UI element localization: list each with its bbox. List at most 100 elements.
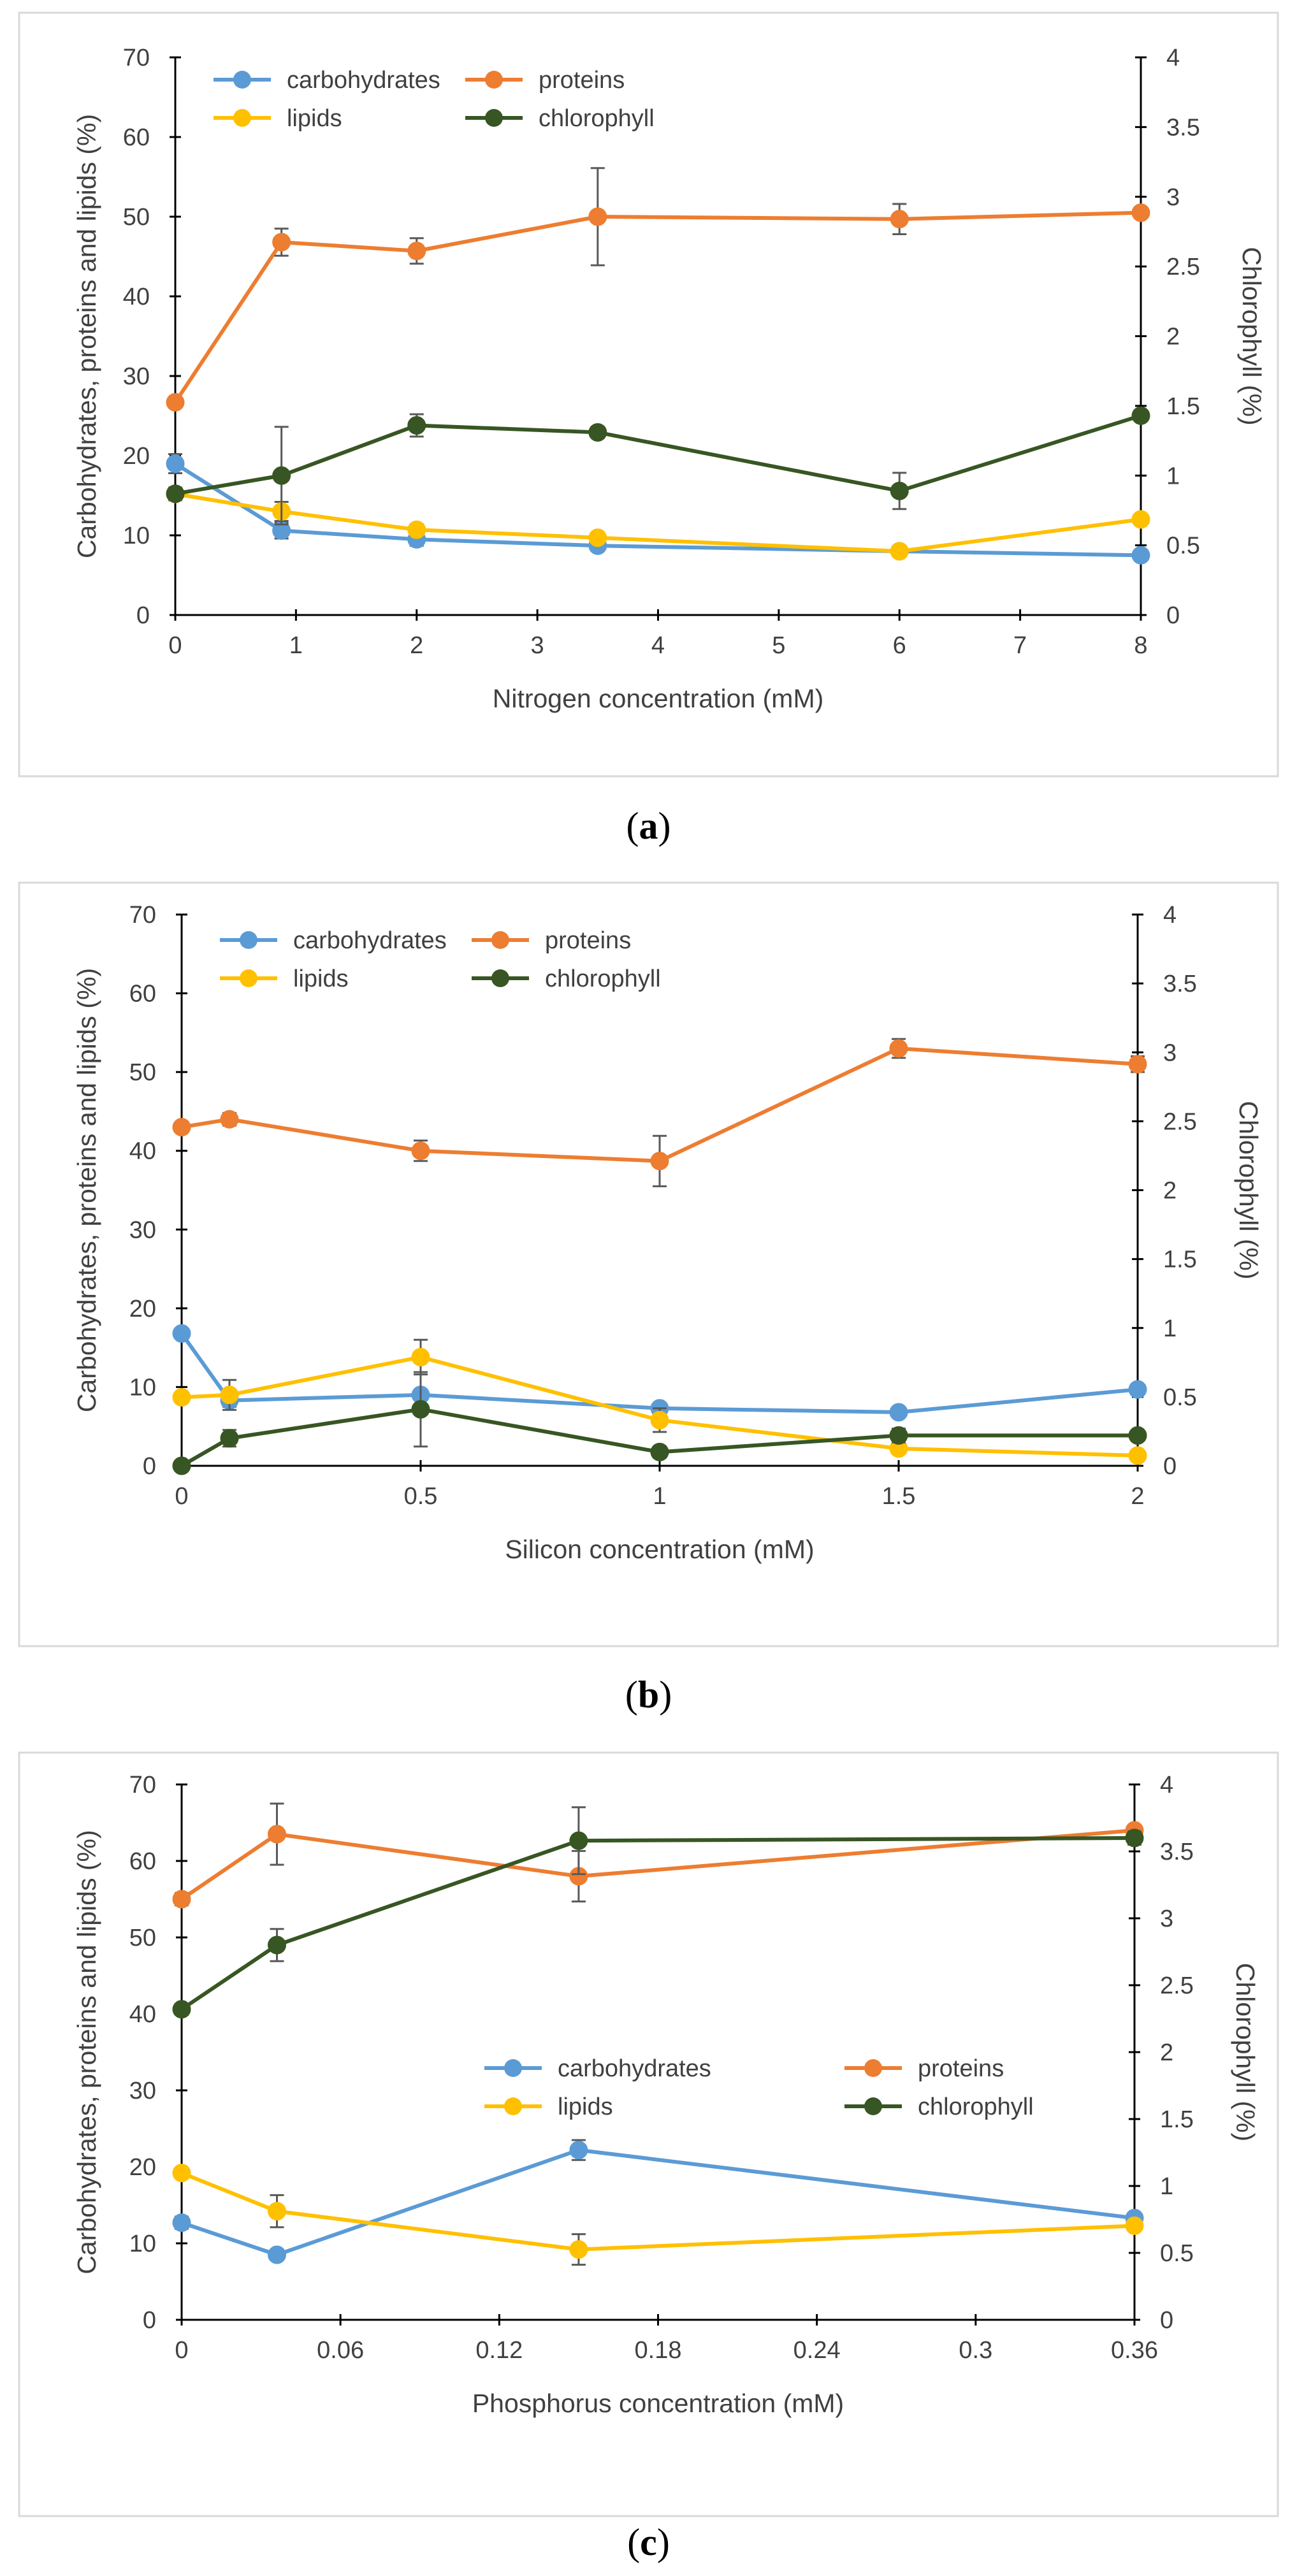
panel-b-frame [18, 881, 1279, 1647]
caption-a: (a) [0, 804, 1297, 848]
legend-label-chlorophyll: chlorophyll [539, 105, 655, 132]
y2-tick-label: 1.5 [1166, 393, 1200, 420]
y-tick-label: 0 [143, 2307, 156, 2334]
caption-b-letter: b [637, 1674, 660, 1716]
data-point-proteins [1131, 203, 1150, 222]
data-point-chlorophyll [890, 481, 909, 500]
x-tick-label: 4 [651, 632, 665, 659]
data-point-chlorophyll [166, 484, 185, 503]
data-point-proteins [220, 1110, 239, 1129]
y2-axis-title: Chlorophyll (%) [1234, 1101, 1263, 1279]
data-point-lipids [1128, 1446, 1147, 1465]
y-tick-label: 20 [129, 1296, 156, 1322]
data-point-carbohydrates [889, 1403, 908, 1422]
y-tick-label: 40 [123, 284, 150, 310]
x-tick-label: 0.06 [317, 2337, 364, 2364]
data-point-lipids [172, 1387, 191, 1407]
caption-c-letter: c [640, 2521, 657, 2563]
panel-a-frame [18, 11, 1279, 778]
y2-tick-label: 0.5 [1160, 2240, 1194, 2267]
x-tick-label: 1.5 [882, 1483, 916, 1510]
data-point-chlorophyll [220, 1429, 239, 1448]
y2-tick-label: 3.5 [1163, 971, 1197, 997]
x-axis-title: Nitrogen concentration (mM) [493, 684, 824, 713]
y-tick-label: 30 [129, 2078, 156, 2104]
data-point-lipids [1131, 510, 1150, 529]
y-tick-label: 30 [123, 363, 150, 390]
y-tick-label: 50 [123, 204, 150, 231]
x-tick-label: 0 [175, 2337, 188, 2364]
caption-b: (b) [0, 1673, 1297, 1717]
legend-marker-chlorophyll [864, 2097, 882, 2115]
series-line-chlorophyll [180, 1836, 1135, 2011]
data-point-proteins [268, 1825, 286, 1844]
data-point-proteins [889, 1039, 908, 1058]
legend-marker-carbohydrates [233, 71, 251, 89]
data-point-chlorophyll [172, 1456, 191, 1475]
y-tick-label: 60 [129, 1848, 156, 1875]
x-tick-label: 2 [410, 632, 423, 659]
y2-tick-label: 2 [1166, 324, 1180, 351]
data-point-chlorophyll [172, 2000, 191, 2019]
series-line-lipids [180, 2171, 1135, 2252]
data-point-chlorophyll [889, 1426, 908, 1445]
x-tick-label: 5 [772, 632, 785, 659]
y-tick-label: 40 [129, 2001, 156, 2028]
legend-label-chlorophyll: chlorophyll [545, 966, 661, 992]
data-point-chlorophyll [1128, 1426, 1147, 1445]
y-tick-label: 10 [123, 523, 150, 549]
y2-axis-title: Chlorophyll (%) [1237, 247, 1266, 425]
legend-label-lipids: lipids [558, 2094, 613, 2120]
x-tick-label: 8 [1134, 632, 1147, 659]
y2-tick-label: 2 [1163, 1178, 1177, 1205]
y-tick-label: 20 [123, 443, 150, 470]
data-point-chlorophyll [411, 1400, 430, 1419]
data-point-carbohydrates [268, 2245, 286, 2264]
y2-tick-label: 0.5 [1166, 533, 1200, 560]
legend-marker-proteins [864, 2059, 882, 2077]
y-tick-label: 0 [143, 1453, 156, 1480]
x-tick-label: 1 [289, 632, 303, 659]
data-point-carbohydrates [166, 454, 185, 473]
caption-c-open: ( [627, 2521, 641, 2563]
data-point-chlorophyll [268, 1936, 286, 1955]
y-tick-label: 20 [129, 2154, 156, 2181]
x-tick-label: 6 [893, 632, 906, 659]
panel-c-frame [18, 1751, 1279, 2517]
legend-marker-proteins [491, 931, 509, 949]
series-line-carbohydrates [174, 461, 1141, 558]
y2-axis-title: Chlorophyll (%) [1231, 1963, 1260, 2141]
y2-tick-label: 3.5 [1166, 114, 1200, 141]
x-axis-title: Phosphorus concentration (mM) [472, 2389, 844, 2418]
y2-tick-label: 0 [1160, 2307, 1173, 2334]
data-point-lipids [569, 2240, 588, 2259]
x-tick-label: 0.5 [404, 1483, 438, 1510]
legend-label-chlorophyll: chlorophyll [918, 2094, 1034, 2120]
series-line-proteins [180, 1828, 1135, 1901]
legend-label-proteins: proteins [545, 927, 631, 954]
data-point-proteins [172, 1118, 191, 1137]
legend-label-lipids: lipids [293, 966, 349, 992]
data-point-proteins [166, 393, 185, 412]
legend-marker-chlorophyll [491, 969, 509, 987]
x-tick-label: 0.24 [793, 2337, 841, 2364]
y-tick-label: 10 [129, 1374, 156, 1401]
y2-tick-label: 1.5 [1160, 2106, 1194, 2133]
x-axis-title: Silicon concentration (mM) [505, 1535, 814, 1564]
caption-a-open: ( [626, 805, 639, 847]
caption-b-close: ) [659, 1674, 672, 1716]
legend-label-carbohydrates: carbohydrates [287, 67, 440, 94]
caption-c-close: ) [656, 2521, 670, 2563]
data-point-carbohydrates [172, 2213, 191, 2232]
x-tick-label: 2 [1131, 1483, 1144, 1510]
y2-tick-label: 1 [1160, 2173, 1173, 2200]
legend-marker-carbohydrates [504, 2059, 522, 2077]
y2-tick-label: 1 [1163, 1315, 1177, 1342]
y2-tick-label: 3 [1160, 1906, 1173, 1932]
series-line-proteins [173, 210, 1141, 403]
x-tick-label: 0.3 [959, 2337, 992, 2364]
legend-marker-chlorophyll [485, 109, 503, 127]
series-line-carbohydrates [180, 1332, 1138, 1414]
caption-a-letter: a [639, 805, 658, 847]
legend-label-lipids: lipids [287, 105, 342, 132]
